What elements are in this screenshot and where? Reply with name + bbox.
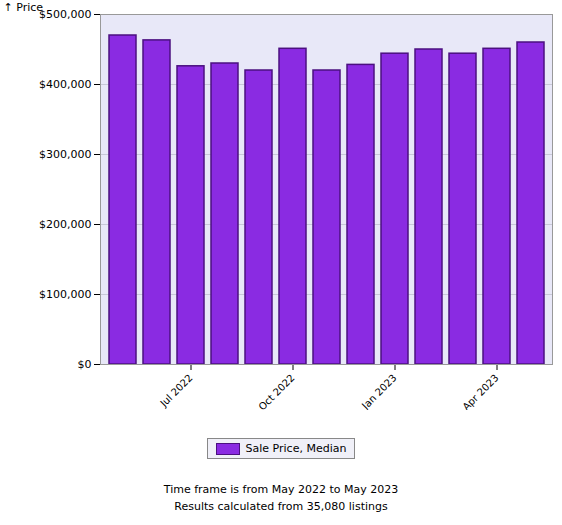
svg-text:$500,000: $500,000 [39,8,92,21]
svg-text:Oct 2022: Oct 2022 [256,372,296,410]
svg-text:$300,000: $300,000 [39,148,92,161]
svg-text:$200,000: $200,000 [39,218,92,231]
html-text:Results calculated from 35,080: Results calculated from 35,080 listings [174,500,388,513]
svg-text:$100,000: $100,000 [39,288,92,301]
svg-text:$0: $0 [78,358,92,371]
svg-text:$400,000: $400,000 [39,78,92,91]
svg-text:Apr 2023: Apr 2023 [460,372,500,410]
svg-text:↑ Price: ↑ Price [4,1,44,14]
html-text:Time frame is from May 2022 to: Time frame is from May 2022 to May 2023 [163,483,399,496]
svg-text:Jul 2022: Jul 2022 [157,372,194,409]
html-text:Sale Price, Median: Sale Price, Median [245,442,347,455]
svg-text:Jan 2023: Jan 2023 [359,372,399,410]
